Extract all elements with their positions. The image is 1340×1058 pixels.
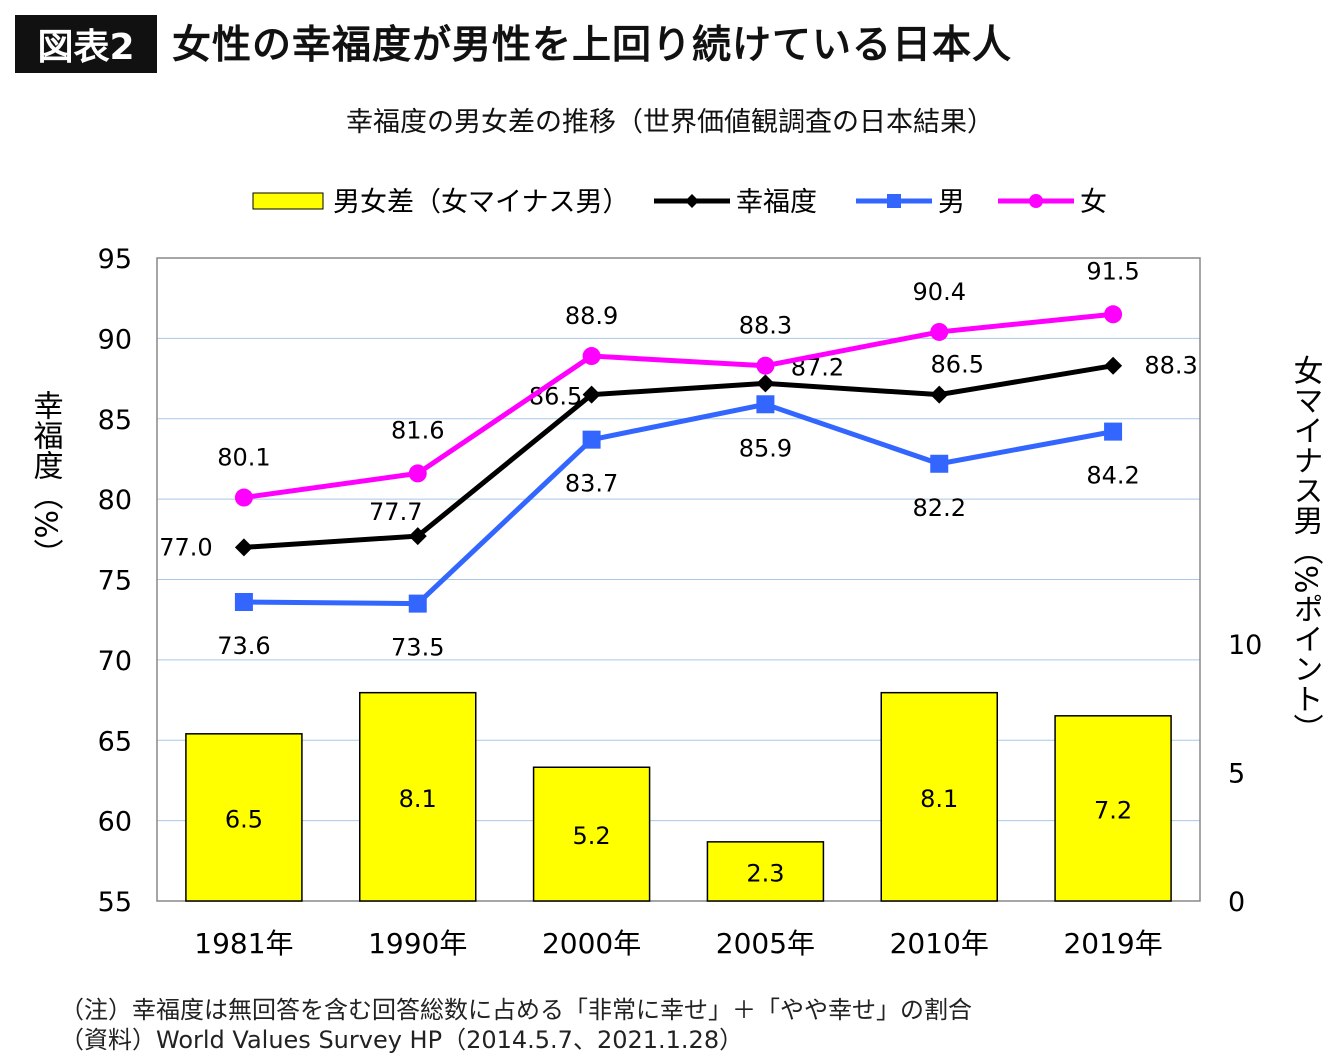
series-line-1 [243,363,1114,550]
series-line-2 [243,401,1114,607]
circle-marker [234,488,253,507]
line-data-label: 91.5 [1086,257,1139,285]
y2-tick-label: 0 [1228,887,1245,918]
bar [359,691,477,902]
circle-marker [408,464,427,483]
diamond-marker [930,385,949,404]
line-data-label: 81.6 [391,416,444,444]
diamond-marker [756,374,775,393]
legend-label: 幸福度 [736,187,817,218]
line-data-label: 73.5 [391,634,444,662]
bar [185,733,303,902]
figure-badge: 図表2 [15,15,157,73]
diamond-marker [408,527,427,546]
y-tick-label: 85 [98,405,132,436]
line-data-label: 84.2 [1086,462,1139,490]
y2-tick-label: 10 [1228,630,1262,661]
square-marker [756,395,775,414]
line-data-label: 86.5 [529,383,582,411]
chart-title: 幸福度の男女差の推移（世界価値観調査の日本結果） [346,107,994,138]
bar [532,766,651,902]
line-data-label: 88.9 [565,302,618,330]
square-marker [582,430,601,449]
bar [706,841,825,902]
y-tick-label: 90 [98,324,132,355]
circle-marker [582,347,601,366]
line-data-label: 83.7 [565,470,618,498]
legend-label: 男 [938,187,965,218]
legend-circle-icon [1029,194,1043,208]
bar [880,691,998,902]
x-tick-label: 1990年 [368,927,467,960]
series-line-3 [243,311,1114,500]
circle-marker [930,322,949,341]
legend-square-icon [887,194,901,208]
page-title: 女性の幸福度が男性を上回り続けている日本人 [172,23,1013,68]
y-tick-label: 95 [98,244,132,275]
x-tick-label: 2000年 [542,927,641,960]
diamond-marker [1104,356,1123,375]
diamond-marker [234,538,253,557]
legend-label: 女 [1080,187,1107,218]
square-marker [234,593,253,612]
x-tick-label: 2010年 [890,927,989,960]
bar-data-label: 8.1 [399,785,437,813]
y-tick-label: 60 [98,807,132,838]
line-data-label: 88.3 [739,312,792,340]
source-note: （資料）World Values Survey HP（2014.5.7、2021… [60,1026,744,1054]
line-data-label: 90.4 [913,278,966,306]
bar [1054,715,1172,902]
bar-data-label: 2.3 [746,859,784,887]
line-data-label: 80.1 [217,444,270,472]
bar-data-label: 7.2 [1094,796,1132,824]
legend-diamond-icon [685,194,699,208]
line-data-label: 88.3 [1144,352,1197,380]
legend-swatch-bar [252,192,324,210]
bar-data-label: 5.2 [572,822,610,850]
bar-data-label: 8.1 [920,785,958,813]
plot-area [156,257,1201,902]
y-tick-label: 55 [98,887,132,918]
line-data-label: 77.0 [159,533,212,561]
y-tick-label: 70 [98,646,132,677]
line-data-label: 82.2 [913,494,966,522]
circle-marker [756,356,775,375]
line-data-label: 73.6 [217,632,270,660]
y2-axis-title: 女マイナス男（%ポイント） [1288,355,1324,744]
legend-label: 男女差（女マイナス男） [333,187,629,218]
y2-tick-label: 5 [1228,758,1245,789]
bar-data-label: 6.5 [225,805,263,833]
x-tick-label: 2005年 [716,927,815,960]
diamond-marker [582,385,601,404]
y-tick-label: 80 [98,485,132,516]
line-data-label: 77.7 [369,498,422,526]
y-axis-title: 幸福度（%） [28,390,64,569]
x-tick-label: 2019年 [1063,927,1162,960]
circle-marker [1104,305,1123,324]
square-marker [408,594,427,613]
line-data-label: 86.5 [931,351,984,379]
footnote: （注）幸福度は無回答を含む回答総数に占める「非常に幸せ」＋「やや幸せ」の割合 [60,996,972,1024]
square-marker [1104,422,1123,441]
y-tick-label: 65 [98,726,132,757]
y-tick-label: 75 [98,566,132,597]
x-tick-label: 1981年 [194,927,293,960]
square-marker [930,454,949,473]
line-data-label: 85.9 [739,434,792,462]
